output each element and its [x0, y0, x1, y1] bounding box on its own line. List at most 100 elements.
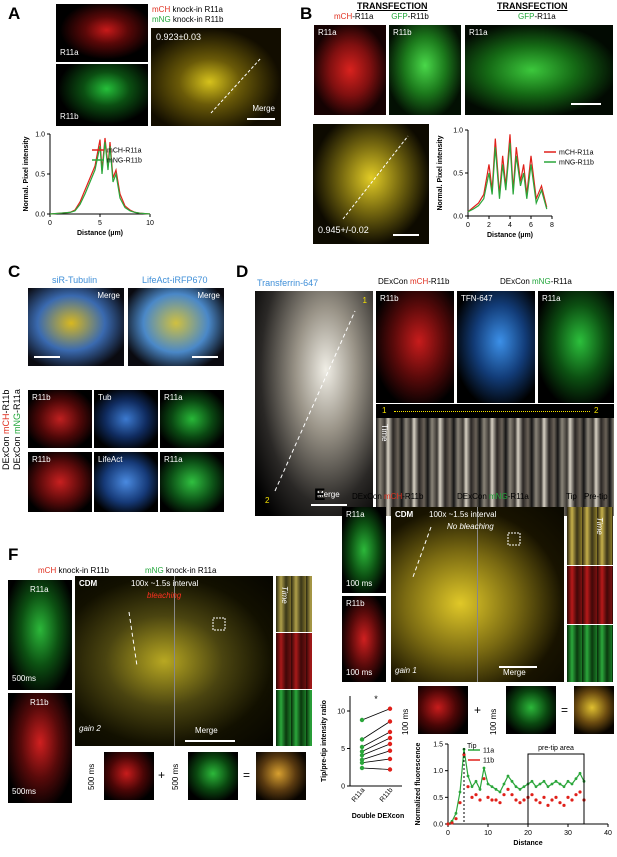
x-axis-label: Distance (µm) [77, 230, 123, 237]
image-b-merge: 0.945+/-0.02 [313, 124, 429, 244]
image-e-r11a: R11a 100 ms [342, 507, 386, 593]
ms-label: 500ms [12, 674, 37, 684]
header-e-1: DExCon mCH-R11b [352, 492, 424, 501]
scale-bar [192, 356, 218, 358]
label-r11a: R11a [60, 48, 79, 58]
data-point-11a [530, 779, 534, 783]
y-axis-label: Normal. Pixel intensity [23, 136, 30, 211]
pair-line [361, 767, 391, 770]
plus-sign: + [158, 768, 166, 782]
x-tick-label: 40 [604, 830, 612, 837]
zoom-f-merge [256, 752, 306, 800]
image-d-tfn: TFN-647 [457, 291, 535, 403]
x-tick-label: 0 [48, 220, 52, 227]
kymograph-d: Time [376, 418, 614, 516]
legend-label: mNG-R11b [559, 160, 594, 167]
data-point-11a [562, 785, 566, 789]
data-point-11a [542, 779, 546, 783]
data-point-11b [506, 787, 510, 791]
data-point-11a [482, 766, 486, 770]
data-point-11b [498, 801, 502, 805]
zoom-e-red [418, 686, 468, 734]
tip-label: Tip [467, 743, 477, 750]
data-point-11a [502, 782, 506, 786]
x-tick-label: 0 [446, 830, 450, 837]
panel-label-c: C [8, 262, 21, 281]
label-r11b: R11b [30, 698, 49, 707]
header-b-1: mCH-R11a GFP-R11b [334, 12, 429, 21]
header-b-2: GFP-R11a [518, 12, 556, 21]
y-tick-label: 10 [337, 709, 345, 716]
image-b-r11a: R11a [314, 25, 386, 115]
y-tick-label: 5 [341, 746, 345, 753]
y-tick-label: 0.0 [433, 822, 443, 829]
kymo-f-red [276, 633, 312, 689]
time-label: Time [380, 424, 389, 442]
x-tick-label: 2 [487, 222, 491, 229]
legend-a-line1: mCH knock-in R11a [152, 5, 223, 14]
point-1: 1 [362, 296, 367, 305]
x-tick-label: 0 [466, 222, 470, 229]
y-axis-label: Normal. Pixel intensity [437, 135, 444, 210]
image-e-kymo-overlay: CDM 100x ~1.5s interval No bleaching gai… [391, 507, 564, 682]
correlation-value: 0.945+/-0.02 [318, 225, 369, 236]
image-c-lifeact: LifeAct [94, 452, 158, 512]
data-point-11a [466, 774, 470, 778]
y-tick-label: 1.0 [453, 128, 463, 135]
data-point-r11a [359, 717, 365, 723]
data-point-11a [538, 782, 542, 786]
data-point-r11b [387, 756, 393, 762]
panel-label-e: E [314, 485, 326, 504]
label-r11b: R11b [60, 112, 79, 122]
kymo-point-2: 2 [594, 406, 599, 415]
data-point-11b [574, 793, 578, 797]
label-lifeact: LifeAct [98, 455, 123, 464]
zoom-e-merge [574, 686, 614, 734]
data-point-11a [454, 811, 458, 815]
label-r11b: R11b [346, 599, 365, 608]
legend-label: 11b [483, 758, 494, 765]
cdm-label: CDM [79, 579, 98, 588]
data-point-11a [554, 779, 558, 783]
panel-label-f: F [8, 545, 19, 564]
zoom-ms-2: 100 ms [489, 708, 498, 735]
header-f-1: mCH knock-in R11b [38, 566, 109, 575]
label-tub: Tub [98, 393, 112, 402]
kymo-arrow [394, 411, 590, 412]
label-r11a: R11a [30, 585, 49, 594]
pretip-area-label: pre-tip area [538, 745, 574, 752]
image-d-r11a: R11a [538, 291, 614, 403]
data-point-11a [478, 787, 482, 791]
x-tick-label: 4 [508, 222, 512, 229]
data-point-11a [566, 779, 570, 783]
y-tick-label: 0.5 [453, 171, 463, 178]
x-tick-label: 10 [484, 830, 492, 837]
data-point-r11b [387, 741, 393, 747]
data-point-11b [538, 801, 542, 805]
image-c-r11b-1: R11b [28, 390, 92, 448]
image-f-r11a: R11a 500ms [8, 580, 72, 690]
image-a-r11a: R11a [56, 4, 148, 62]
data-point-11b [490, 798, 494, 802]
label-r11a: R11a [346, 510, 365, 519]
header-pretip: Pre-tip [584, 492, 608, 501]
header-d-3: DExCon mNG-R11a [500, 277, 572, 286]
time-label: Time [595, 517, 604, 535]
legend-label: 11a [483, 748, 494, 755]
plus-sign: + [474, 703, 482, 717]
data-point-r11b [387, 748, 393, 753]
x-tick-label: 10 [146, 220, 154, 227]
label-r11b: R11b [393, 28, 412, 37]
interval-label: 100x ~1.5s interval [131, 579, 199, 588]
panel-label-d: D [236, 262, 249, 281]
data-point-11b [570, 798, 574, 802]
header-lifeact: LifeAct-iRFP670 [142, 275, 208, 285]
data-point-11b [558, 801, 562, 805]
header-tip: Tip [566, 492, 577, 501]
data-point-11b [530, 793, 534, 797]
data-point-r11a [359, 753, 365, 758]
data-point-r11a [359, 749, 365, 754]
image-c-r11b-2: R11b [28, 452, 92, 512]
no-bleaching-label: No bleaching [447, 522, 494, 531]
